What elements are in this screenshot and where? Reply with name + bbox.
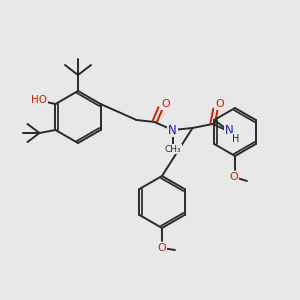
Text: H: H <box>232 134 239 144</box>
Text: CH₃: CH₃ <box>164 145 181 154</box>
Text: O: O <box>215 99 224 109</box>
Text: N: N <box>168 124 177 136</box>
Text: N: N <box>225 124 234 136</box>
Text: O: O <box>161 99 170 109</box>
Text: O: O <box>230 172 238 182</box>
Text: HO: HO <box>32 95 47 105</box>
Text: O: O <box>158 243 166 253</box>
